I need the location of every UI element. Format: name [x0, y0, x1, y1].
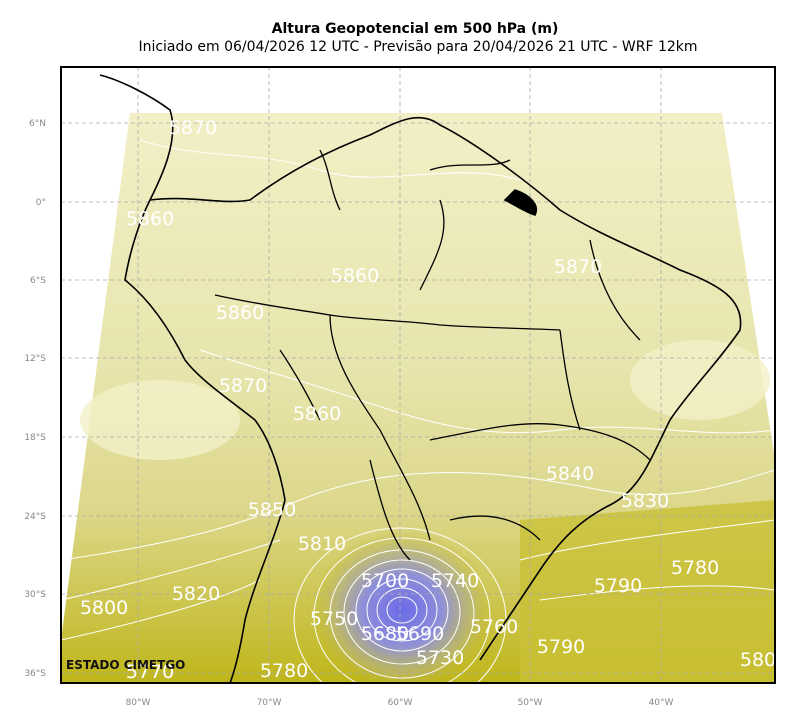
contour-label: 5860 [293, 403, 341, 425]
contour-label: 5750 [310, 608, 358, 630]
latitude-label: 24°S [24, 512, 46, 522]
contour-label: 5870 [554, 256, 602, 278]
contour-label: 5830 [621, 490, 669, 512]
contour-label: 5820 [172, 583, 220, 605]
contour-label: 5700 [361, 570, 409, 592]
contour-label: 5850 [248, 499, 296, 521]
contour-label: 5740 [431, 570, 479, 592]
latitude-label: 36°S [24, 669, 46, 679]
contour-label: 5780 [671, 557, 719, 579]
longitude-label: 50°W [518, 698, 543, 708]
contour-label: 5860 [331, 265, 379, 287]
axis-labels: 6°N 0° 6°S 12°S 18°S 24°S 30°S 36°S 80°W 70°W 60°W… [24, 119, 673, 708]
longitude-label: 60°W [388, 698, 413, 708]
contour-label: 5680 [361, 623, 409, 645]
latitude-label: 6°S [30, 276, 46, 286]
contour-label: 5780 [260, 660, 308, 682]
contour-label: 5870 [219, 375, 267, 397]
contour-label: 5770 [126, 661, 174, 683]
latitude-label: 6°N [29, 119, 46, 129]
contour-label: 5870 [169, 117, 217, 139]
latitude-label: 18°S [24, 433, 46, 443]
longitude-label: 40°W [649, 698, 674, 708]
latitude-label: 30°S [24, 590, 46, 600]
longitude-label: 80°W [126, 698, 151, 708]
map-subtitle: Iniciado em 06/04/2026 12 UTC - Previsão… [138, 39, 697, 55]
coastline [99, 74, 742, 683]
borders [214, 149, 651, 561]
map-area: 5870 5860 5860 5870 5860 5870 5860 5840 5830 5850… [61, 67, 776, 683]
contour-label: 580 [740, 649, 776, 671]
contour-label: 5810 [298, 533, 346, 555]
contour-label: 5760 [470, 616, 518, 638]
graticule [61, 67, 775, 683]
field-south-east [520, 500, 775, 683]
credit: ESTADO CIMETGO [66, 658, 185, 672]
map-frame [60, 66, 776, 684]
longitude-label: 70°W [257, 698, 282, 708]
contour-label: 5840 [546, 463, 594, 485]
contour-label: 5730 [416, 647, 464, 669]
map-title: Altura Geopotencial em 500 hPa (m) [272, 21, 559, 37]
latitude-label: 0° [36, 198, 46, 208]
contour-labels: 5870 5860 5860 5870 5860 5870 5860 5840 5830 5850… [66, 117, 776, 683]
contour-label: 5860 [126, 208, 174, 230]
contour-label: 5860 [216, 302, 264, 324]
contour-label: 5690 [396, 623, 444, 645]
contour-label: 5790 [594, 575, 642, 597]
contour-label: 5790 [537, 636, 585, 658]
latitude-label: 12°S [24, 354, 46, 364]
field-light [80, 380, 240, 460]
contour-label: 5800 [80, 597, 128, 619]
